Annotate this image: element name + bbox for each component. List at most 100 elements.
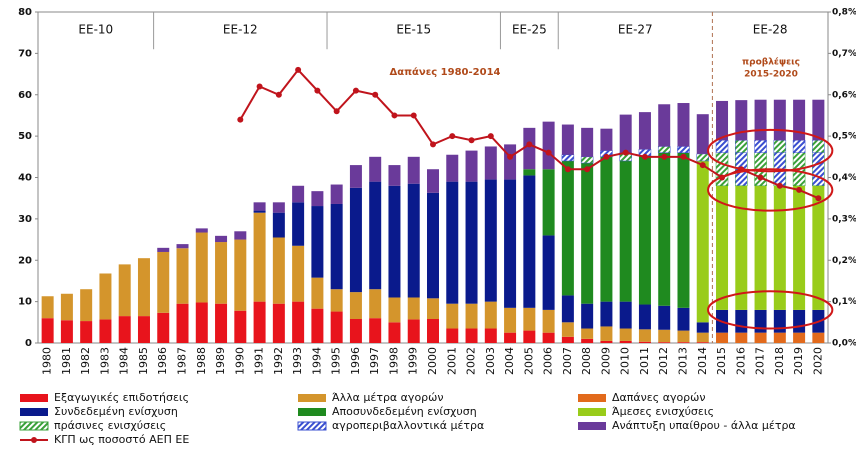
bar-segment — [542, 309, 555, 333]
cap-point — [352, 87, 359, 94]
cap-point — [757, 174, 764, 181]
cap-point — [237, 116, 244, 123]
y-tick-label: 0 — [25, 338, 32, 349]
bar-segment — [234, 231, 247, 240]
bar-segment — [773, 332, 786, 343]
bar-segment — [735, 100, 748, 141]
bar-segment — [388, 165, 401, 186]
cap-point — [564, 166, 571, 173]
cap-point — [410, 112, 417, 119]
bar-segment — [446, 328, 459, 343]
bar-segment — [369, 156, 382, 182]
cap-point — [776, 182, 783, 189]
x-tick-label: 2011 — [638, 347, 651, 375]
bar-segment — [484, 301, 497, 329]
x-tick-label: 2015 — [715, 347, 728, 375]
cap-point — [526, 141, 533, 148]
x-tick-label: 1982 — [79, 347, 92, 375]
legend-swatch — [578, 408, 606, 416]
legend-label: Άμεσες ενισχύσεις — [612, 405, 714, 418]
x-tick-label: 1981 — [60, 347, 73, 375]
bar-segment — [484, 146, 497, 180]
bar-segment — [253, 210, 266, 213]
y-tick-label: 20 — [18, 255, 32, 266]
bar-segment — [446, 303, 459, 329]
bar-segment — [388, 297, 401, 323]
bar-segment — [292, 202, 305, 246]
bar-segment — [677, 342, 690, 343]
legend-label: Άλλα μέτρα αγορών — [332, 391, 444, 404]
x-tick-label: 2017 — [754, 347, 767, 375]
y-tick-label: 80 — [18, 7, 32, 18]
x-tick-label: 2007 — [561, 347, 574, 375]
x-tick-label: 2002 — [465, 347, 478, 375]
bar-segment — [542, 235, 555, 310]
annotation: 2015-2020 — [744, 70, 798, 80]
bar-segment — [446, 154, 459, 182]
x-tick-label: 2019 — [792, 347, 805, 375]
bar-segment — [812, 185, 825, 310]
y2-tick-label: 0,0% — [832, 339, 856, 349]
x-tick-label: 1987 — [176, 347, 189, 375]
bar-segment — [504, 144, 517, 180]
bar-segment — [812, 152, 825, 187]
x-tick-label: 1989 — [214, 347, 227, 375]
y-tick-label: 50 — [18, 131, 32, 142]
legend-label: ΚΓΠ ως ποσοστό ΑΕΠ ΕΕ — [54, 433, 189, 446]
legend-label: Δαπάνες αγορών — [612, 391, 706, 404]
bar-segment — [272, 237, 285, 304]
bar-segment — [41, 318, 54, 343]
x-tick-label: 2009 — [599, 347, 612, 375]
bar-segment — [195, 228, 208, 233]
y2-tick-label: 0,2% — [832, 256, 856, 266]
x-tick-label: 2010 — [619, 347, 632, 375]
bar-segment — [427, 319, 439, 343]
bar-segment — [581, 328, 594, 339]
bar-segment — [330, 184, 343, 204]
cap-point — [680, 153, 687, 160]
bar-segment — [99, 319, 112, 343]
legend-label: αγροπεριβαλλοντικά μέτρα — [332, 419, 484, 432]
legend-swatch — [297, 421, 327, 431]
bar-segment — [677, 330, 690, 343]
x-tick-label: 2008 — [580, 347, 593, 375]
bar-segment — [349, 292, 362, 320]
bar-segment — [157, 247, 170, 252]
bar-segment — [215, 303, 228, 343]
y2-tick-label: 0,8% — [832, 8, 856, 18]
bar-segment — [272, 212, 285, 238]
y-tick-label: 10 — [18, 297, 32, 308]
bar-segment — [638, 304, 651, 330]
bar-segment — [561, 322, 574, 337]
y2-tick-label: 0,4% — [832, 173, 856, 183]
bar-segment — [195, 232, 208, 303]
bar-segment — [696, 332, 709, 343]
bar-segment — [716, 332, 729, 343]
bar-segment — [677, 146, 690, 153]
bar-segment — [600, 128, 613, 151]
bar-segment — [696, 160, 709, 323]
bar-segment — [388, 322, 401, 343]
bar-segment — [793, 99, 806, 141]
x-tick-label: 2005 — [522, 347, 535, 375]
cap-point — [468, 137, 475, 144]
cap-point — [603, 153, 610, 160]
bar-segment — [638, 341, 651, 343]
legend-swatch — [298, 408, 326, 416]
bar-segment — [369, 289, 382, 319]
bar-segment — [658, 329, 671, 343]
cap-point — [295, 66, 302, 73]
x-tick-label: 2014 — [696, 347, 709, 375]
period-label: ΕΕ-10 — [78, 23, 113, 37]
cap-point — [545, 149, 552, 156]
bar-segment — [407, 319, 420, 343]
bar-segment — [600, 156, 613, 302]
bar-segment — [311, 206, 324, 278]
bar-segment — [658, 305, 671, 330]
bar-segment — [80, 289, 93, 322]
y2-tick-label: 0,3% — [832, 214, 856, 224]
x-tick-label: 1985 — [137, 347, 150, 375]
bar-segment — [137, 258, 150, 317]
x-tick-label: 2004 — [503, 347, 516, 375]
bar-segment — [793, 332, 806, 343]
